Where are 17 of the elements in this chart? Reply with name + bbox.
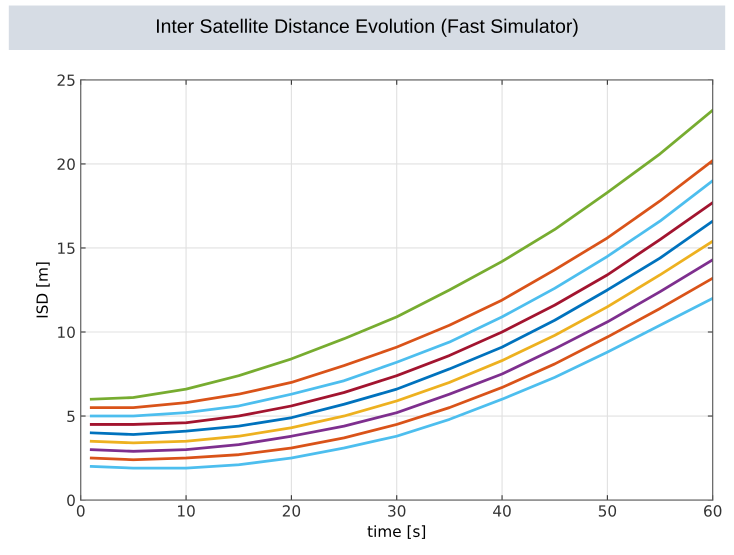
y-tick-label: 5 <box>67 410 75 422</box>
x-tick-label: 60 <box>704 505 722 517</box>
y-axis-title: ISD [m] <box>36 262 50 318</box>
x-tick-label: 10 <box>178 505 195 517</box>
y-tick-label: 20 <box>58 158 75 170</box>
x-tick-label: 0 <box>76 505 85 517</box>
x-axis-title: time [s] <box>368 525 426 539</box>
x-tick-label: 30 <box>388 505 406 517</box>
y-tick-label: 25 <box>58 74 75 86</box>
chart-title: Inter Satellite Distance Evolution (Fast Simulator) <box>156 18 578 37</box>
x-tick-label: 20 <box>282 505 300 517</box>
x-tick-label: 40 <box>493 505 511 517</box>
y-tick-label: 10 <box>58 326 75 338</box>
line-series <box>90 108 713 401</box>
x-tick-label: 50 <box>598 505 616 517</box>
y-tick-label: 0 <box>67 494 75 506</box>
y-tick-label: 15 <box>58 242 75 254</box>
